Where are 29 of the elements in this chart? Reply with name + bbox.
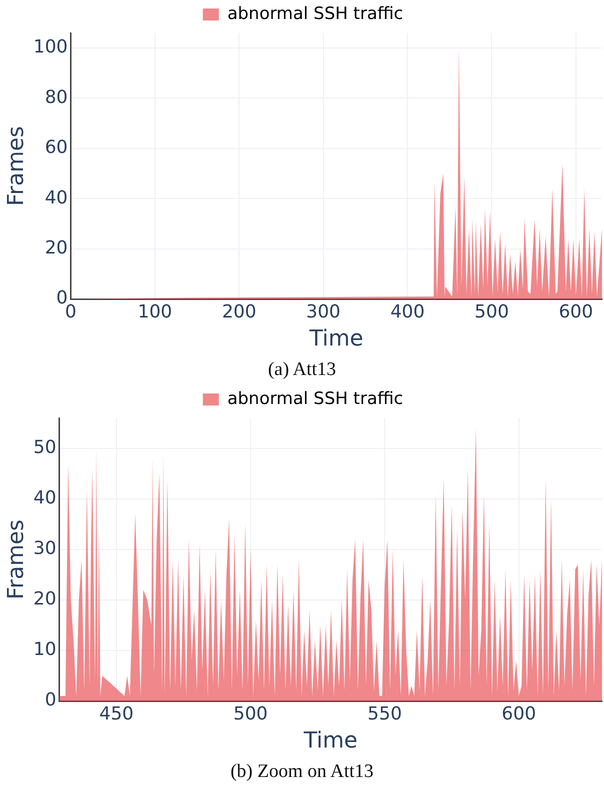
y-axis-title: Frames (4, 519, 29, 600)
x-tick-label: 500 (474, 301, 509, 322)
y-tick-label: 80 (44, 86, 68, 108)
x-tick-label: 200 (222, 301, 256, 322)
x-tick-label: 300 (306, 301, 341, 322)
y-tick-label: 20 (44, 237, 68, 258)
y-tick-label: 30 (33, 538, 56, 560)
x-tick-label: 400 (390, 301, 425, 322)
y-axis-title: Frames (4, 126, 29, 206)
x-tick-label: 500 (233, 703, 268, 724)
x-tick-label: 100 (138, 301, 172, 322)
y-tick-label: 50 (33, 436, 56, 458)
x-tick-label: 450 (99, 703, 134, 724)
x-tick-label: 600 (558, 301, 594, 322)
x-axis-title: Time (302, 728, 358, 754)
y-tick-label: 0 (44, 690, 56, 711)
legend-label: abnormal SSH traffic (227, 4, 404, 24)
y-tick-label: 100 (33, 36, 68, 58)
text: (b) Zoom on Att13 (229, 760, 375, 784)
legend-label: abnormal SSH traffic (227, 388, 404, 409)
y-tick-label: 20 (33, 588, 56, 610)
x-tick-label: 600 (502, 703, 536, 724)
x-tick-label: 550 (368, 703, 402, 724)
text: (a) Att13 (266, 358, 338, 382)
y-tick-label: 10 (33, 639, 56, 660)
y-tick-label: 40 (33, 488, 56, 509)
y-tick-label: 60 (44, 137, 68, 158)
y-tick-label: 40 (44, 187, 68, 208)
x-axis-title: Time (308, 326, 364, 352)
